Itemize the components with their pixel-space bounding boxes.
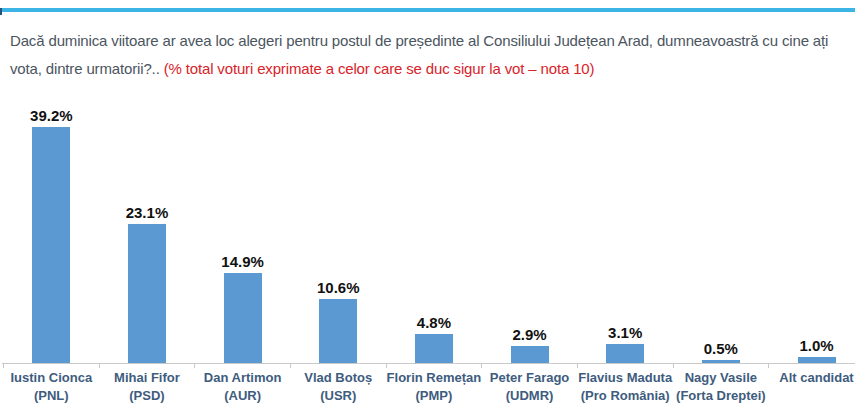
category-label-7: Nagy Vasile(Forta Dreptei)	[669, 369, 773, 405]
category-label-1: Mihai Fifor(PSD)	[95, 369, 199, 405]
x-axis-tick	[3, 363, 4, 368]
bar-4	[415, 334, 453, 363]
bar-3	[319, 299, 357, 363]
value-label-1: 23.1%	[89, 204, 205, 221]
x-axis-tick	[386, 363, 387, 368]
bar-8	[798, 357, 836, 363]
category-label-5: Peter Farago(UDMR)	[478, 369, 582, 405]
x-axis-line	[2, 363, 855, 364]
x-axis-tick	[673, 363, 674, 368]
bar-7	[702, 360, 740, 363]
category-label-0: Iustin Cionca(PNL)	[0, 369, 103, 405]
bar-1	[128, 224, 166, 363]
x-axis-tick	[194, 363, 195, 368]
value-label-2: 14.9%	[185, 253, 301, 270]
bar-0	[32, 127, 70, 363]
value-label-6: 3.1%	[567, 324, 683, 341]
bar-chart: 39.2% Iustin Cionca(PNL) 23.1% Mihai Fifor(…	[0, 0, 855, 413]
category-label-8: Alt candidat	[765, 369, 855, 387]
category-label-2: Dan Artimon(AUR)	[191, 369, 295, 405]
value-label-0: 39.2%	[0, 107, 109, 124]
category-label-4: Florin Remețan(PMP)	[382, 369, 486, 405]
bar-2	[224, 273, 262, 363]
bar-5	[511, 346, 549, 363]
x-axis-tick	[290, 363, 291, 368]
poll-results-page: Dacă duminica viitoare ar avea loc alege…	[0, 0, 855, 413]
category-label-6: Flavius Maduta(Pro România)	[573, 369, 677, 405]
value-label-8: 1.0%	[759, 337, 855, 354]
x-axis-tick	[99, 363, 100, 368]
x-axis-tick	[768, 363, 769, 368]
value-label-3: 10.6%	[280, 279, 396, 296]
x-axis-tick	[481, 363, 482, 368]
category-label-3: Vlad Botoș(USR)	[286, 369, 390, 405]
bar-6	[606, 344, 644, 363]
x-axis-tick	[577, 363, 578, 368]
